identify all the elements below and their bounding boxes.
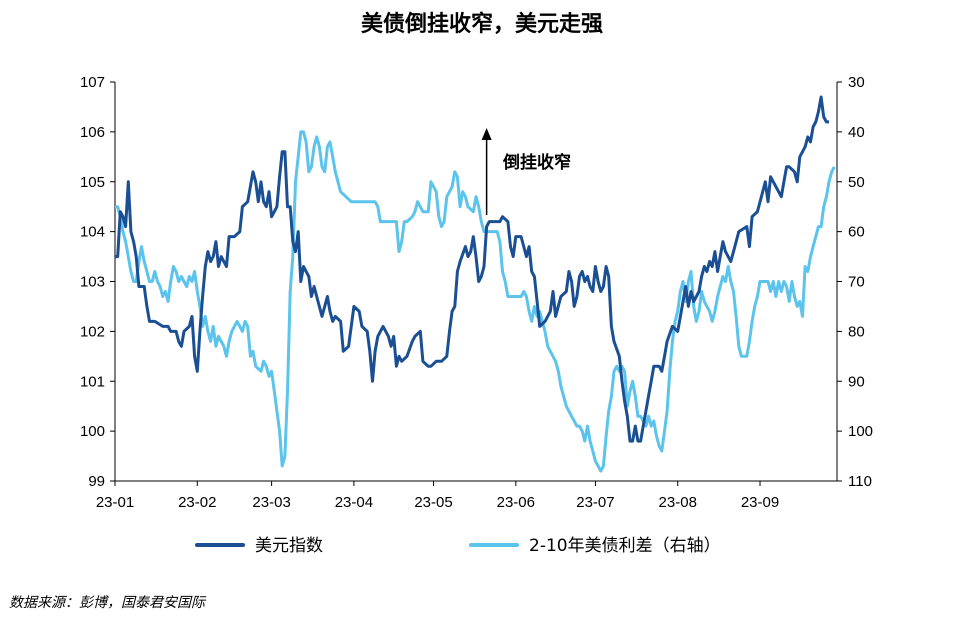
x-axis-ticks: 23-01 23-02 23-03 23-04 23-05 23-06 23-07 23-08… [96, 481, 779, 511]
right-tick-label: 90 [848, 373, 865, 390]
series-line-spread [115, 130, 836, 473]
x-tick-label: 23-04 [335, 494, 373, 511]
right-tick-label: 110 [848, 473, 872, 490]
left-tick-label: 107 [80, 74, 105, 91]
x-tick-label: 23-01 [96, 494, 134, 511]
left-tick-label: 105 [80, 174, 105, 191]
right-tick-label: 30 [848, 74, 865, 91]
right-axis-ticks: 30 40 50 60 70 80 90 100 110 [837, 74, 873, 490]
legend-label-spread: 2-10年美债利差（右轴） [529, 536, 721, 556]
left-tick-label: 101 [80, 373, 105, 390]
left-tick-label: 103 [80, 274, 105, 291]
chart-title: 美债倒挂收窄，美元走强 [361, 11, 603, 37]
right-tick-label: 40 [848, 124, 865, 141]
right-tick-label: 70 [848, 274, 865, 291]
annotation: 倒挂收窄 [481, 128, 571, 215]
left-tick-label: 106 [80, 124, 105, 141]
series-layer [115, 95, 836, 473]
axes [114, 82, 838, 482]
left-tick-label: 99 [88, 473, 105, 490]
left-axis-ticks: 99 100 101 102 103 104 105 106 107 [80, 74, 115, 490]
x-tick-label: 23-08 [659, 494, 697, 511]
legend-label-dxy: 美元指数 [255, 536, 323, 556]
left-tick-label: 102 [80, 323, 105, 340]
x-tick-label: 23-05 [414, 494, 452, 511]
annotation-label: 倒挂收窄 [502, 152, 571, 173]
source-note: 数据来源：彭博，国泰君安国际 [9, 595, 207, 611]
left-tick-label: 104 [80, 224, 105, 241]
x-tick-label: 23-02 [178, 494, 216, 511]
right-tick-label: 50 [848, 174, 865, 191]
annotation-arrowhead [481, 128, 492, 140]
x-tick-label: 23-09 [741, 494, 779, 511]
x-tick-label: 23-03 [252, 494, 290, 511]
series-line-dxy [115, 95, 829, 443]
right-tick-label: 80 [848, 323, 865, 340]
left-tick-label: 100 [80, 423, 105, 440]
x-tick-label: 23-06 [497, 494, 535, 511]
legend: 美元指数 2-10年美债利差（右轴） [195, 536, 721, 556]
right-tick-label: 60 [848, 224, 865, 241]
x-tick-label: 23-07 [576, 494, 614, 511]
right-tick-label: 100 [848, 423, 873, 440]
